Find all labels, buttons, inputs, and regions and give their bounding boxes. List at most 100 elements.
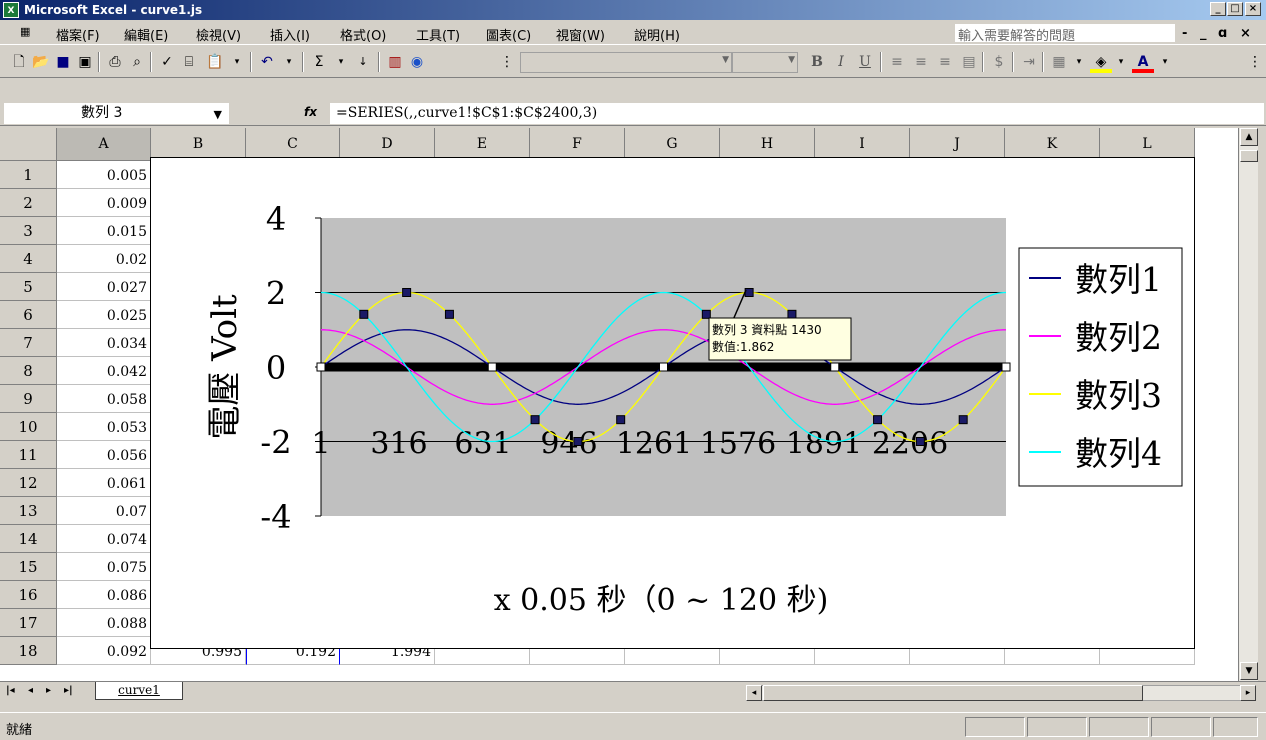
menu-help[interactable]: 說明(H)	[634, 29, 680, 44]
align-right-icon[interactable]: ≡	[939, 54, 951, 70]
first-sheet-icon[interactable]: |◂	[6, 685, 15, 696]
horizontal-scroll-thumb[interactable]	[763, 685, 1143, 701]
paste-icon[interactable]: 📋	[206, 54, 224, 70]
font-size-select[interactable]: ▼	[732, 52, 798, 73]
font-name-select[interactable]: ▼	[520, 52, 732, 73]
print-preview-icon[interactable]: ⌕	[133, 54, 141, 70]
cell-a9[interactable]: 0.058	[57, 385, 151, 413]
align-left-icon[interactable]: ≡	[891, 54, 903, 70]
autosum-dropdown-icon[interactable]: ▾	[338, 57, 344, 67]
menu-format[interactable]: 格式(O)	[340, 29, 387, 44]
borders-icon[interactable]: ▦	[1052, 54, 1066, 70]
row-header-16[interactable]: 16	[0, 581, 57, 609]
scroll-left-button[interactable]: ◂	[746, 685, 762, 701]
row-header-3[interactable]: 3	[0, 217, 57, 245]
column-header-a[interactable]: A	[57, 128, 151, 161]
column-header-d[interactable]: D	[340, 128, 435, 161]
cell-a7[interactable]: 0.034	[57, 329, 151, 357]
print-icon[interactable]: ⎙	[109, 54, 121, 70]
chart-area[interactable]: 4 2 0 -2 -4 1 316 631 946 1261 1576 1891 2206 電壓 Volt…	[150, 157, 1195, 649]
row-header-14[interactable]: 14	[0, 525, 57, 553]
prev-sheet-icon[interactable]: ◂	[28, 685, 34, 696]
row-header-15[interactable]: 15	[0, 553, 57, 581]
cell-a13[interactable]: 0.07	[57, 497, 151, 525]
cell-a18[interactable]: 0.092	[57, 637, 151, 665]
cell-a10[interactable]: 0.053	[57, 413, 151, 441]
cell-a12[interactable]: 0.061	[57, 469, 151, 497]
close-button[interactable]: ×	[1245, 2, 1261, 16]
cell-k18[interactable]	[1005, 637, 1100, 665]
bold-button[interactable]: B	[811, 54, 823, 70]
align-center-icon[interactable]: ≡	[915, 54, 927, 70]
chart-wizard-icon[interactable]: ▥	[388, 54, 402, 70]
menu-window[interactable]: 視窗(W)	[556, 29, 605, 44]
menu-file[interactable]: 檔案(F)	[56, 29, 100, 44]
sheet-tab-curve1[interactable]: curve1	[95, 682, 183, 700]
cell-a15[interactable]: 0.075	[57, 553, 151, 581]
scroll-down-button[interactable]: ▼	[1240, 662, 1258, 680]
excel-icon[interactable]: X	[3, 2, 19, 18]
cell-a17[interactable]: 0.088	[57, 609, 151, 637]
scroll-right-button[interactable]: ▸	[1240, 685, 1256, 701]
font-color-dropdown-icon[interactable]: ▾	[1162, 57, 1168, 67]
cell-a4[interactable]: 0.02	[57, 245, 151, 273]
row-header-8[interactable]: 8	[0, 357, 57, 385]
row-header-12[interactable]: 12	[0, 469, 57, 497]
spelling-icon[interactable]: ✓	[161, 54, 173, 70]
cell-l18[interactable]	[1100, 637, 1195, 665]
italic-button[interactable]: I	[838, 54, 844, 70]
cell-f18[interactable]	[530, 637, 625, 665]
cell-a3[interactable]: 0.015	[57, 217, 151, 245]
menu-tools[interactable]: 工具(T)	[416, 29, 461, 44]
row-header-1[interactable]: 1	[0, 161, 57, 189]
help-icon[interactable]: ◉	[410, 54, 424, 70]
new-icon[interactable]: 🗋	[13, 54, 25, 70]
chevron-down-icon[interactable]: ▼	[213, 108, 222, 121]
save-icon[interactable]: ■	[56, 54, 70, 70]
column-header-g[interactable]: G	[625, 128, 720, 161]
fill-color-dropdown-icon[interactable]: ▾	[1118, 57, 1124, 67]
toolbar-options-icon[interactable]: ⋮	[1248, 54, 1262, 70]
cell-j18[interactable]	[910, 637, 1005, 665]
vertical-scrollbar[interactable]: ▲ ▼	[1238, 128, 1258, 681]
row-header-5[interactable]: 5	[0, 273, 57, 301]
formula-input[interactable]: =SERIES(,,curve1!$C$1:$C$2400,3)	[330, 103, 1264, 124]
scroll-up-button[interactable]: ▲	[1240, 128, 1258, 146]
doc-restore-button[interactable]: ɑ	[1218, 26, 1228, 41]
cell-a16[interactable]: 0.086	[57, 581, 151, 609]
doc-close-button[interactable]: ×	[1240, 26, 1251, 41]
row-header-13[interactable]: 13	[0, 497, 57, 525]
merge-center-icon[interactable]: ▤	[962, 54, 976, 70]
column-header-b[interactable]: B	[151, 128, 246, 161]
maximize-button[interactable]: □	[1227, 2, 1243, 16]
indent-icon[interactable]: ⇥	[1023, 54, 1035, 70]
menu-chart[interactable]: 圖表(C)	[486, 29, 532, 44]
doc-minimize-button[interactable]: _	[1200, 26, 1207, 41]
minimize-button[interactable]: _	[1210, 2, 1226, 16]
cell-i18[interactable]	[815, 637, 910, 665]
row-header-9[interactable]: 9	[0, 385, 57, 413]
select-all-corner[interactable]	[0, 128, 57, 161]
autosum-icon[interactable]: Σ	[314, 54, 324, 70]
row-header-4[interactable]: 4	[0, 245, 57, 273]
cell-h18[interactable]	[720, 637, 815, 665]
cell-a11[interactable]: 0.056	[57, 441, 151, 469]
scroll-thumb[interactable]	[1240, 150, 1258, 162]
fx-icon[interactable]: fx	[304, 105, 317, 119]
row-header-10[interactable]: 10	[0, 413, 57, 441]
borders-dropdown-icon[interactable]: ▾	[1076, 57, 1082, 67]
row-header-7[interactable]: 7	[0, 329, 57, 357]
horizontal-scrollbar[interactable]: ◂ ▸	[746, 685, 1256, 701]
doc-dropdown-button[interactable]: -	[1182, 26, 1188, 41]
ask-question-input[interactable]: 輸入需要解答的問題	[955, 24, 1175, 44]
permission-icon[interactable]: ▣	[78, 54, 92, 70]
fill-color-icon[interactable]: ◈	[1090, 51, 1112, 73]
row-header-2[interactable]: 2	[0, 189, 57, 217]
row-header-11[interactable]: 11	[0, 441, 57, 469]
row-header-17[interactable]: 17	[0, 609, 57, 637]
underline-button[interactable]: U	[859, 54, 871, 70]
last-sheet-icon[interactable]: ▸|	[64, 685, 73, 696]
sort-ascending-icon[interactable]: ↓	[358, 55, 368, 68]
cell-a14[interactable]: 0.074	[57, 525, 151, 553]
